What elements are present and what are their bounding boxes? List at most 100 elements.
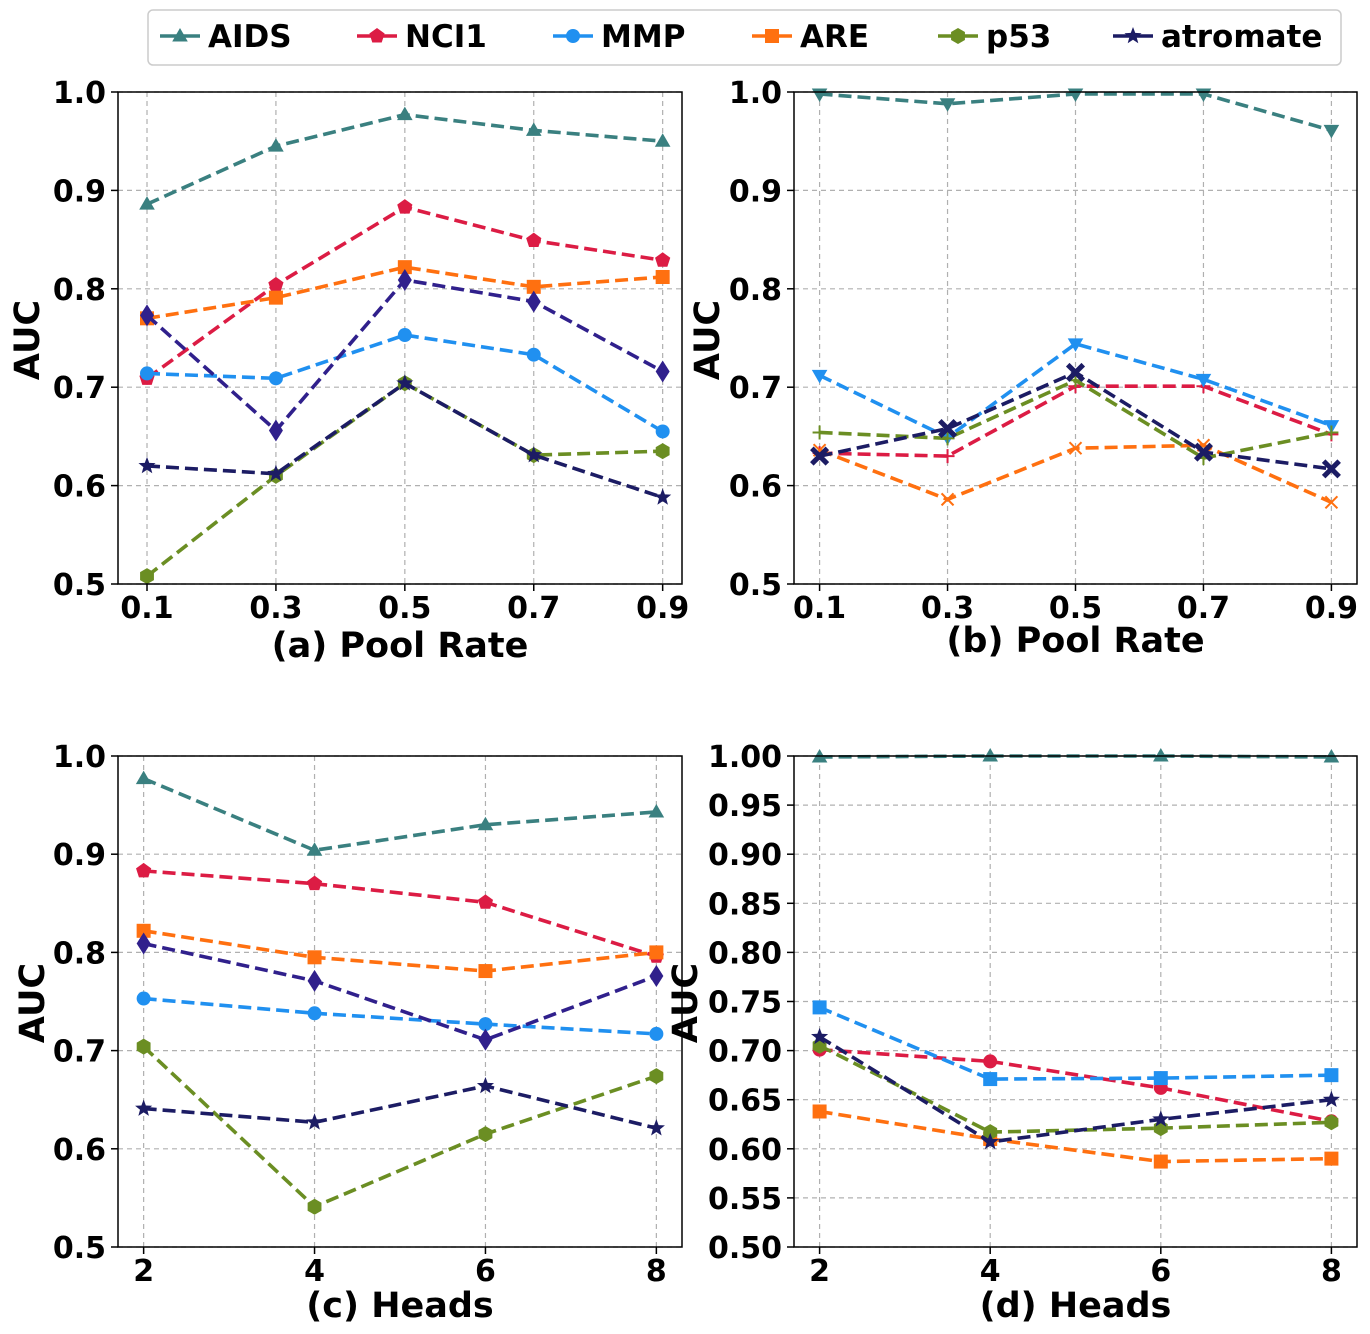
x-tick-label: 2 xyxy=(133,1254,154,1289)
data-point xyxy=(397,260,412,275)
series-line xyxy=(819,1047,1332,1124)
series-atromate xyxy=(135,1076,665,1136)
series-line xyxy=(818,1035,1332,1144)
data-point xyxy=(655,252,671,267)
legend-label: p53 xyxy=(986,19,1051,55)
data-point xyxy=(647,1119,665,1136)
y-tick-label: 1.0 xyxy=(729,76,782,111)
y-axis-title: AUC xyxy=(666,963,706,1043)
data-point xyxy=(1321,459,1341,479)
series-line xyxy=(818,341,1333,440)
series-line xyxy=(818,1044,1332,1134)
data-point xyxy=(1324,495,1339,510)
series-atromate xyxy=(811,1027,1340,1150)
series-atromate xyxy=(810,362,1341,479)
data-point xyxy=(654,133,671,147)
y-tick-label: 0.9 xyxy=(53,838,106,873)
y-tick-label: 0.55 xyxy=(708,1182,782,1217)
data-point xyxy=(397,328,412,343)
y-tick-label: 0.6 xyxy=(729,470,782,505)
legend: AIDS NCI1 MMP ARE p53 atromate xyxy=(147,9,1342,66)
data-point xyxy=(140,304,155,327)
x-tick-label: 4 xyxy=(980,1254,1001,1289)
series-line xyxy=(818,1005,1332,1081)
data-point xyxy=(307,950,322,965)
data-point xyxy=(268,138,284,152)
series-line xyxy=(143,869,657,959)
y-tick-label: 0.5 xyxy=(53,568,106,603)
data-point xyxy=(136,991,151,1006)
x-tick-label: 0.1 xyxy=(120,591,173,626)
series-nci1 xyxy=(139,199,671,385)
data-point xyxy=(477,816,494,831)
data-point xyxy=(981,1132,999,1150)
y-tick-label: 1.00 xyxy=(708,740,782,775)
legend-label: AIDS xyxy=(208,19,292,55)
data-point xyxy=(648,803,665,818)
data-point xyxy=(307,969,322,992)
y-tick-label: 1.0 xyxy=(53,740,106,775)
data-point xyxy=(525,122,542,136)
series-line xyxy=(146,333,664,434)
legend-entry-aids: AIDS xyxy=(160,19,292,55)
series-aids xyxy=(811,748,1340,763)
y-tick-label: 0.85 xyxy=(708,887,782,922)
y-tick-label: 0.5 xyxy=(53,1231,106,1266)
x-axis-title: (a) Pool Rate xyxy=(272,626,529,666)
y-tick-label: 1.0 xyxy=(53,76,106,111)
y-tick-label: 0.8 xyxy=(53,936,106,971)
x-tick-label: 0.5 xyxy=(378,591,431,626)
data-point xyxy=(397,199,413,214)
legend-entry-mmp: MMP xyxy=(553,19,685,55)
series-nci1 xyxy=(812,1042,1339,1129)
data-point xyxy=(649,945,664,960)
series-line xyxy=(143,941,657,1042)
y-tick-label: 0.7 xyxy=(53,1035,106,1070)
series-are xyxy=(140,260,670,326)
data-point xyxy=(655,269,670,284)
data-point xyxy=(1195,373,1212,388)
legend-marker xyxy=(765,29,779,43)
series-unlabeled xyxy=(140,268,670,442)
series-line xyxy=(146,265,663,321)
x-tick-label: 0.7 xyxy=(1177,591,1230,626)
legend-entry-nci1: NCI1 xyxy=(357,19,487,55)
data-point xyxy=(477,894,494,909)
data-point xyxy=(1324,1114,1339,1131)
y-tick-label: 0.8 xyxy=(53,273,106,308)
data-point xyxy=(939,98,956,112)
data-point xyxy=(1153,748,1169,762)
subplot-a-pool-rate: 0.5 0.6 0.7 0.8 0.9 1.0 0.1 0.3 0.5 0.7 0.9 (a) Poo… xyxy=(8,76,689,666)
data-point xyxy=(478,1126,493,1143)
data-point xyxy=(136,923,151,938)
x-tick-label: 8 xyxy=(646,1254,667,1289)
data-point xyxy=(940,492,955,507)
data-point xyxy=(307,1006,322,1021)
y-axis-title: AUC xyxy=(688,300,728,380)
series-line xyxy=(143,929,657,973)
data-point xyxy=(305,1113,324,1130)
legend-marker xyxy=(951,28,965,44)
x-tick-label: 4 xyxy=(304,1254,325,1289)
data-point xyxy=(478,1017,493,1032)
series-mmp xyxy=(140,328,670,439)
data-point xyxy=(476,1076,495,1094)
y-tick-label: 0.9 xyxy=(53,174,106,209)
data-point xyxy=(812,1104,827,1119)
legend-frame xyxy=(147,9,1342,66)
data-point xyxy=(649,1068,664,1085)
data-point xyxy=(138,456,156,474)
x-tick-label: 0.1 xyxy=(793,591,846,626)
data-point xyxy=(306,875,323,891)
x-axis-title: (b) Pool Rate xyxy=(946,621,1204,661)
x-tick-label: 0.7 xyxy=(507,591,560,626)
legend-entry-atromate: atromate xyxy=(1113,19,1322,55)
legend-marker xyxy=(172,28,188,42)
data-point xyxy=(655,360,670,383)
series-line xyxy=(142,776,657,853)
y-tick-label: 0.90 xyxy=(708,838,782,873)
data-point xyxy=(526,347,541,362)
data-point xyxy=(135,1099,153,1116)
data-point xyxy=(140,568,154,585)
data-point xyxy=(397,106,413,121)
